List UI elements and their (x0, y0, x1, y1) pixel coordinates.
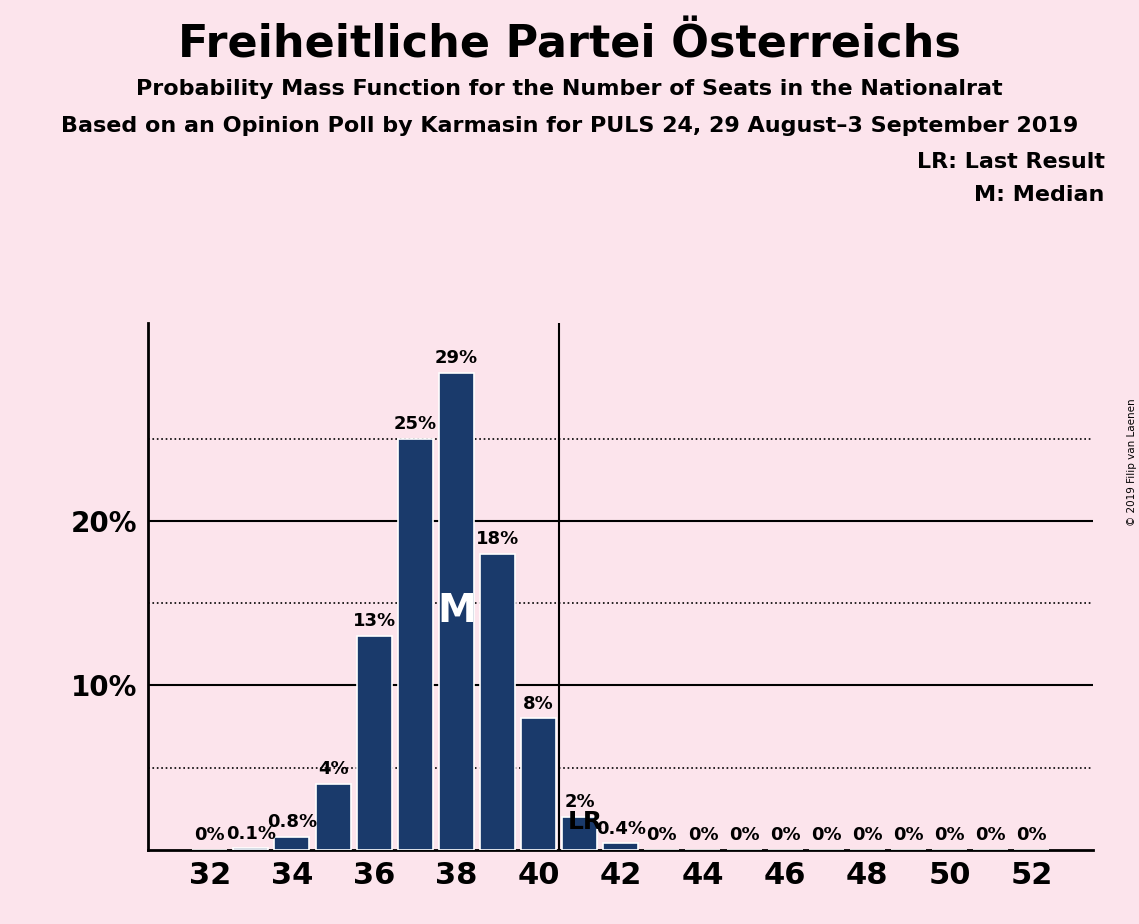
Text: 0%: 0% (770, 826, 801, 845)
Text: 0%: 0% (811, 826, 842, 845)
Text: 0.1%: 0.1% (226, 825, 276, 843)
Bar (357, 636, 392, 850)
Text: 0.4%: 0.4% (596, 820, 646, 838)
Text: 0%: 0% (729, 826, 760, 845)
Text: LR: LR (567, 809, 603, 833)
Text: 0%: 0% (1016, 826, 1047, 845)
Text: 0%: 0% (975, 826, 1006, 845)
Bar (316, 784, 351, 850)
Text: 29%: 29% (435, 349, 478, 367)
Bar (604, 844, 638, 850)
Text: 0%: 0% (934, 826, 965, 845)
Text: 25%: 25% (394, 415, 436, 432)
Text: Based on an Opinion Poll by Karmasin for PULS 24, 29 August–3 September 2019: Based on an Opinion Poll by Karmasin for… (60, 116, 1079, 136)
Text: 0%: 0% (195, 826, 226, 845)
Bar (439, 372, 474, 850)
Bar (233, 848, 269, 850)
Text: 0%: 0% (688, 826, 719, 845)
Text: 0%: 0% (852, 826, 883, 845)
Text: 0%: 0% (893, 826, 924, 845)
Text: 18%: 18% (476, 530, 519, 548)
Text: 2%: 2% (564, 794, 595, 811)
Text: Probability Mass Function for the Number of Seats in the Nationalrat: Probability Mass Function for the Number… (137, 79, 1002, 99)
Text: © 2019 Filip van Laenen: © 2019 Filip van Laenen (1126, 398, 1137, 526)
Text: 4%: 4% (318, 760, 349, 779)
Text: 8%: 8% (523, 695, 554, 712)
Text: 13%: 13% (353, 613, 395, 630)
Text: 0%: 0% (647, 826, 678, 845)
Text: M: M (437, 592, 476, 630)
Bar (521, 719, 556, 850)
Bar (563, 817, 597, 850)
Text: LR: Last Result: LR: Last Result (917, 152, 1105, 173)
Text: 0.8%: 0.8% (267, 813, 317, 832)
Bar (480, 553, 515, 850)
Bar (274, 837, 310, 850)
Bar (398, 439, 433, 850)
Text: M: Median: M: Median (975, 185, 1105, 205)
Text: Freiheitliche Partei Österreichs: Freiheitliche Partei Österreichs (178, 23, 961, 67)
